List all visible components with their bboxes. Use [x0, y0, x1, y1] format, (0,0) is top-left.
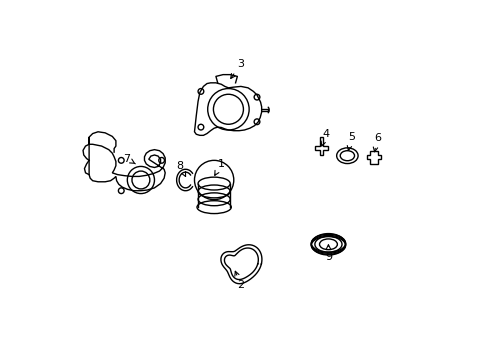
Text: 2: 2: [234, 271, 244, 291]
Text: 5: 5: [346, 132, 354, 150]
Text: 7: 7: [123, 154, 135, 164]
Text: 4: 4: [321, 129, 329, 146]
Text: 3: 3: [230, 59, 244, 78]
Text: 9: 9: [324, 245, 331, 262]
Text: 8: 8: [176, 161, 185, 176]
Text: 6: 6: [372, 133, 380, 152]
Text: 1: 1: [214, 159, 224, 175]
